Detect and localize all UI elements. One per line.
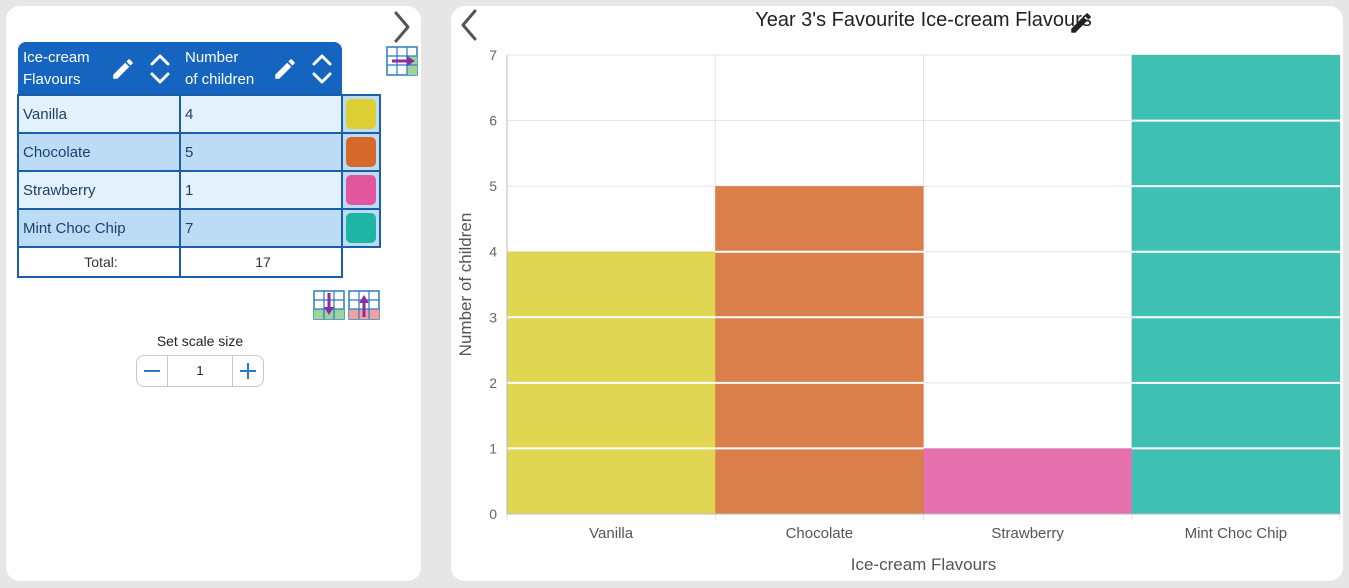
- count-cell[interactable]: 4: [179, 94, 343, 134]
- y-tick-label: 5: [489, 178, 497, 194]
- chart-title: Year 3's Favourite Ice-cream Flavours: [755, 9, 1092, 31]
- flavour-cell[interactable]: Mint Choc Chip: [17, 208, 181, 248]
- sort-arrows-icon[interactable]: [148, 51, 172, 87]
- increase-scale-button[interactable]: [233, 356, 263, 386]
- color-swatch[interactable]: [346, 137, 376, 167]
- bar: [1131, 55, 1340, 514]
- x-tick-label: Mint Choc Chip: [1185, 525, 1288, 542]
- column-header-label: of children: [185, 71, 255, 88]
- bar: [715, 186, 924, 514]
- x-tick-label: Vanilla: [589, 525, 634, 542]
- color-swatch[interactable]: [346, 175, 376, 205]
- color-swatch[interactable]: [346, 213, 376, 243]
- column-header-count: Number of children: [180, 42, 342, 95]
- add-row-icon[interactable]: [313, 290, 345, 320]
- total-row: Total: 17: [17, 246, 380, 278]
- flavour-cell[interactable]: Chocolate: [17, 132, 181, 172]
- y-axis-label: Number of children: [456, 213, 475, 357]
- y-tick-label: 6: [489, 113, 497, 129]
- column-header-label: Number: [185, 49, 239, 66]
- column-header-label: Ice-cream: [23, 49, 90, 66]
- count-cell[interactable]: 1: [179, 170, 343, 210]
- x-axis-label: Ice-cream Flavours: [851, 555, 996, 574]
- y-tick-label: 4: [489, 244, 497, 260]
- scale-size-label: Set scale size: [156, 333, 244, 349]
- table-row: Strawberry 1: [17, 170, 381, 210]
- color-swatch[interactable]: [346, 99, 376, 129]
- pencil-icon[interactable]: [110, 56, 136, 82]
- count-cell[interactable]: 7: [179, 208, 343, 248]
- pencil-icon[interactable]: [1068, 10, 1094, 36]
- flavour-cell[interactable]: Strawberry: [17, 170, 181, 210]
- sort-arrows-icon[interactable]: [310, 51, 334, 87]
- data-panel: Ice-cream Flavours Number of children: [6, 6, 421, 581]
- y-tick-label: 1: [489, 440, 497, 456]
- total-value: 17: [179, 246, 343, 278]
- y-tick-label: 3: [489, 309, 497, 325]
- total-label: Total:: [17, 246, 181, 278]
- decrease-scale-button[interactable]: [137, 356, 167, 386]
- minus-icon: [144, 370, 160, 372]
- y-tick-label: 0: [489, 506, 497, 522]
- bar-chart: 0 1 2 3 4 5 6 7 Vanilla Chocolate Strawberry Mint C…: [456, 47, 1341, 574]
- count-cell[interactable]: 5: [179, 132, 343, 172]
- y-tick-label: 2: [489, 375, 497, 391]
- chevron-right-icon[interactable]: [390, 9, 414, 45]
- scale-size-input[interactable]: 1: [167, 356, 233, 386]
- column-header-label: Flavours: [23, 71, 81, 88]
- add-column-icon[interactable]: [386, 46, 418, 76]
- data-table: Ice-cream Flavours Number of children: [17, 42, 381, 278]
- table-row: Vanilla 4: [17, 94, 381, 134]
- flavour-cell[interactable]: Vanilla: [17, 94, 181, 134]
- remove-row-icon[interactable]: [348, 290, 380, 320]
- x-tick-label: Chocolate: [786, 525, 854, 542]
- scale-size-stepper: 1: [136, 355, 264, 387]
- bar: [923, 448, 1132, 514]
- chart-panel: 0 1 2 3 4 5 6 7 Vanilla Chocolate Strawberry Mint C…: [451, 6, 1343, 581]
- table-row: Chocolate 5: [17, 132, 381, 172]
- chevron-left-icon[interactable]: [457, 7, 481, 43]
- x-tick-label: Strawberry: [991, 525, 1064, 542]
- table-row: Mint Choc Chip 7: [17, 208, 381, 248]
- y-tick-label: 7: [489, 47, 497, 63]
- plus-icon: [240, 363, 256, 379]
- pencil-icon[interactable]: [272, 56, 298, 82]
- column-header-flavours: Ice-cream Flavours: [18, 42, 180, 95]
